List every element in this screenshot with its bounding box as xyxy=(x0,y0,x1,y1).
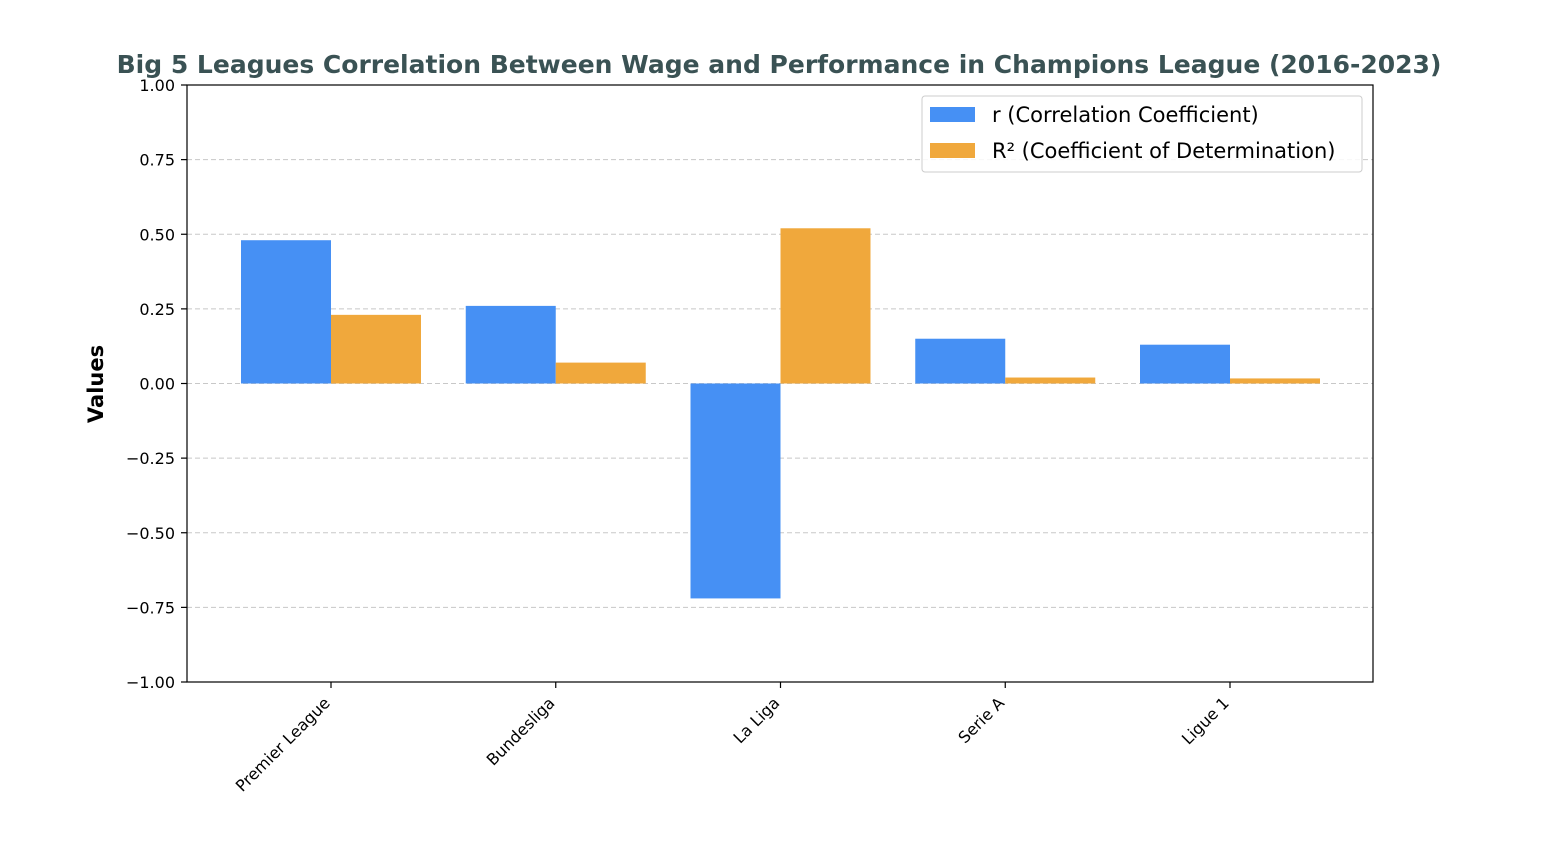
bar-r-ligue-1 xyxy=(1140,344,1230,384)
bar-r2-bundesliga xyxy=(555,362,646,384)
chart-title: Big 5 Leagues Correlation Between Wage a… xyxy=(117,50,1442,79)
y-tick-label: 0.25 xyxy=(139,300,175,319)
legend-swatch-r2 xyxy=(930,143,975,158)
y-axis-label: Values xyxy=(84,345,108,423)
y-tick-label: −0.50 xyxy=(126,524,175,543)
legend-label-r: r (Correlation Coefficient) xyxy=(992,103,1259,127)
bar-r2-la-liga xyxy=(780,228,871,384)
y-tick-label: −1.00 xyxy=(126,673,175,692)
legend-swatch-r xyxy=(930,107,975,122)
bars xyxy=(241,228,1320,599)
bar-r-la-liga xyxy=(690,383,781,599)
y-axis-ticks: −1.00 −0.75 −0.50 −0.25 0.00 0.25 0.50 0.75 1.00 xyxy=(126,76,187,692)
y-tick-label: −0.25 xyxy=(126,449,175,468)
plot-frame xyxy=(186,84,1374,683)
x-axis-ticks: Premier League Bundesliga La Liga Serie A Li… xyxy=(232,682,1233,796)
bar-r2-ligue-1 xyxy=(1230,378,1320,384)
bar-r2-serie-a xyxy=(1005,377,1096,384)
y-tick-label: −0.75 xyxy=(126,598,175,617)
bar-r-bundesliga xyxy=(465,305,556,384)
y-tick-label: 0.75 xyxy=(139,151,175,170)
x-tick-label: La Liga xyxy=(729,693,783,747)
legend-box xyxy=(921,95,1363,173)
y-tick-label: 1.00 xyxy=(139,76,175,95)
legend-label-r2: R² (Coefficient of Determination) xyxy=(992,139,1335,163)
bar-r2-premier-league xyxy=(331,314,421,384)
y-tick-label: 0.00 xyxy=(139,375,175,394)
bar-r-serie-a xyxy=(915,338,1006,384)
x-tick-label: Serie A xyxy=(954,693,1008,747)
y-tick-label: 0.50 xyxy=(139,225,175,244)
bar-r-premier-league xyxy=(241,240,331,384)
x-tick-label: Bundesliga xyxy=(483,693,559,769)
legend: r (Correlation Coefficient) R² (Coeffici… xyxy=(921,95,1363,173)
x-tick-label: Ligue 1 xyxy=(1178,693,1233,748)
x-tick-label: Premier League xyxy=(232,693,334,795)
